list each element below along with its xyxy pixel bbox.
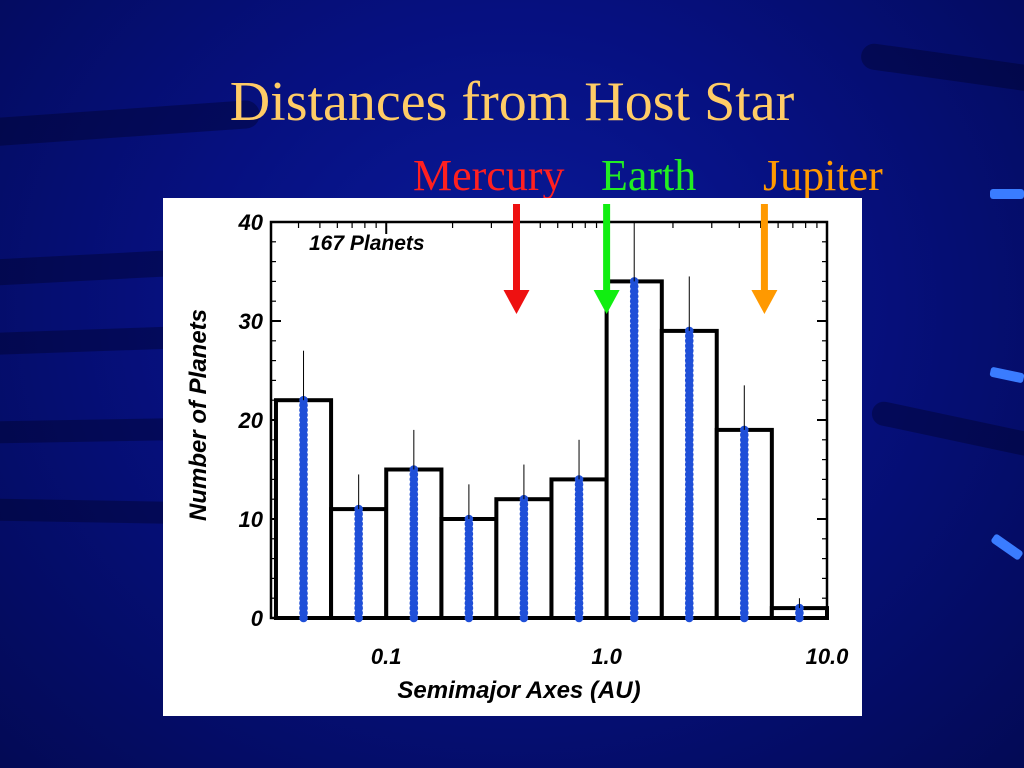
- y-tick-label: 10: [239, 507, 264, 532]
- decorative-dash: [990, 189, 1024, 199]
- decorative-dash: [990, 533, 1024, 561]
- x-tick-label: 1.0: [591, 644, 622, 669]
- earth-arrow-head: [593, 290, 620, 314]
- mercury-arrow-head: [503, 290, 530, 314]
- decorative-dash: [989, 366, 1024, 384]
- x-tick-label: 0.1: [371, 644, 402, 669]
- background-streak: [0, 498, 181, 524]
- chart-panel: 0 10 20 30 40 0.1 1.0 10.0 167 Planets Semimajor …: [163, 198, 862, 716]
- y-tick-label: 30: [239, 309, 264, 334]
- y-tick-label: 20: [238, 408, 264, 433]
- planet-dot: [795, 603, 804, 613]
- slide-title: Distances from Host Star: [229, 71, 795, 133]
- planet-dot: [629, 277, 639, 286]
- histogram-chart: 0 10 20 30 40 0.1 1.0 10.0 167 Planets Semimajor …: [185, 204, 850, 704]
- x-axis-label: Semimajor Axes (AU): [397, 677, 640, 704]
- planet-count-annotation: 167 Planets: [309, 232, 425, 255]
- planet-dot: [464, 514, 474, 524]
- background-streak: [0, 418, 181, 444]
- jupiter-arrow-head: [751, 290, 778, 314]
- planet-label-jupiter: Jupiter: [763, 151, 883, 200]
- y-tick-label: 40: [238, 210, 264, 235]
- y-axis-label: Number of Planets: [185, 309, 212, 521]
- background-streak: [869, 399, 1024, 465]
- planet-label-mercury: Mercury: [413, 151, 565, 200]
- background-streak: [0, 325, 191, 357]
- planet-dot: [574, 475, 584, 484]
- planet-dot: [299, 395, 308, 405]
- y-tick-label: 0: [251, 606, 264, 631]
- planet-label-earth: Earth: [601, 151, 697, 200]
- x-tick-label: 10.0: [806, 644, 850, 669]
- planet-dot: [354, 504, 363, 514]
